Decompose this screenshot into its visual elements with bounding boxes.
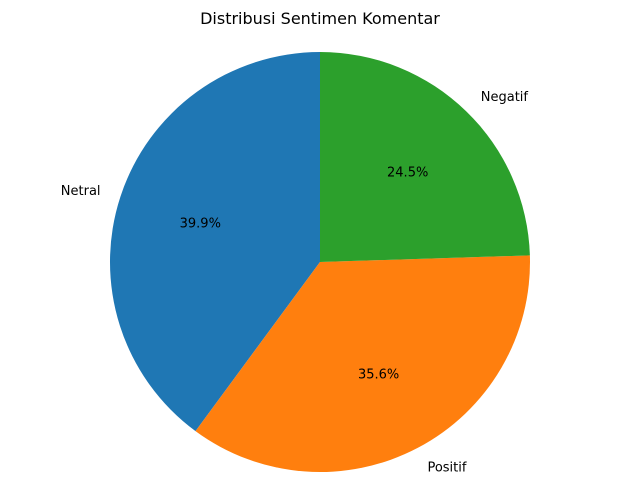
slice-percent-negatif: 24.5% bbox=[387, 166, 428, 181]
slices-group bbox=[109, 52, 530, 472]
slice-label-positif: Positif bbox=[427, 460, 466, 475]
slice-label-negatif: Negatif bbox=[481, 90, 529, 105]
pie-slice-negatif bbox=[320, 52, 530, 262]
labels-group: Netral 39.9% Positif 35.6% Negatif 24.5% bbox=[61, 90, 529, 475]
pie-slice-netral bbox=[109, 52, 320, 432]
chart-title: Distribusi Sentimen Komentar bbox=[200, 9, 440, 28]
pie-slice-positif bbox=[195, 255, 530, 472]
slice-percent-netral: 39.9% bbox=[180, 217, 221, 232]
slice-percent-positif: 35.6% bbox=[358, 368, 399, 383]
slice-label-netral: Netral bbox=[61, 184, 101, 199]
